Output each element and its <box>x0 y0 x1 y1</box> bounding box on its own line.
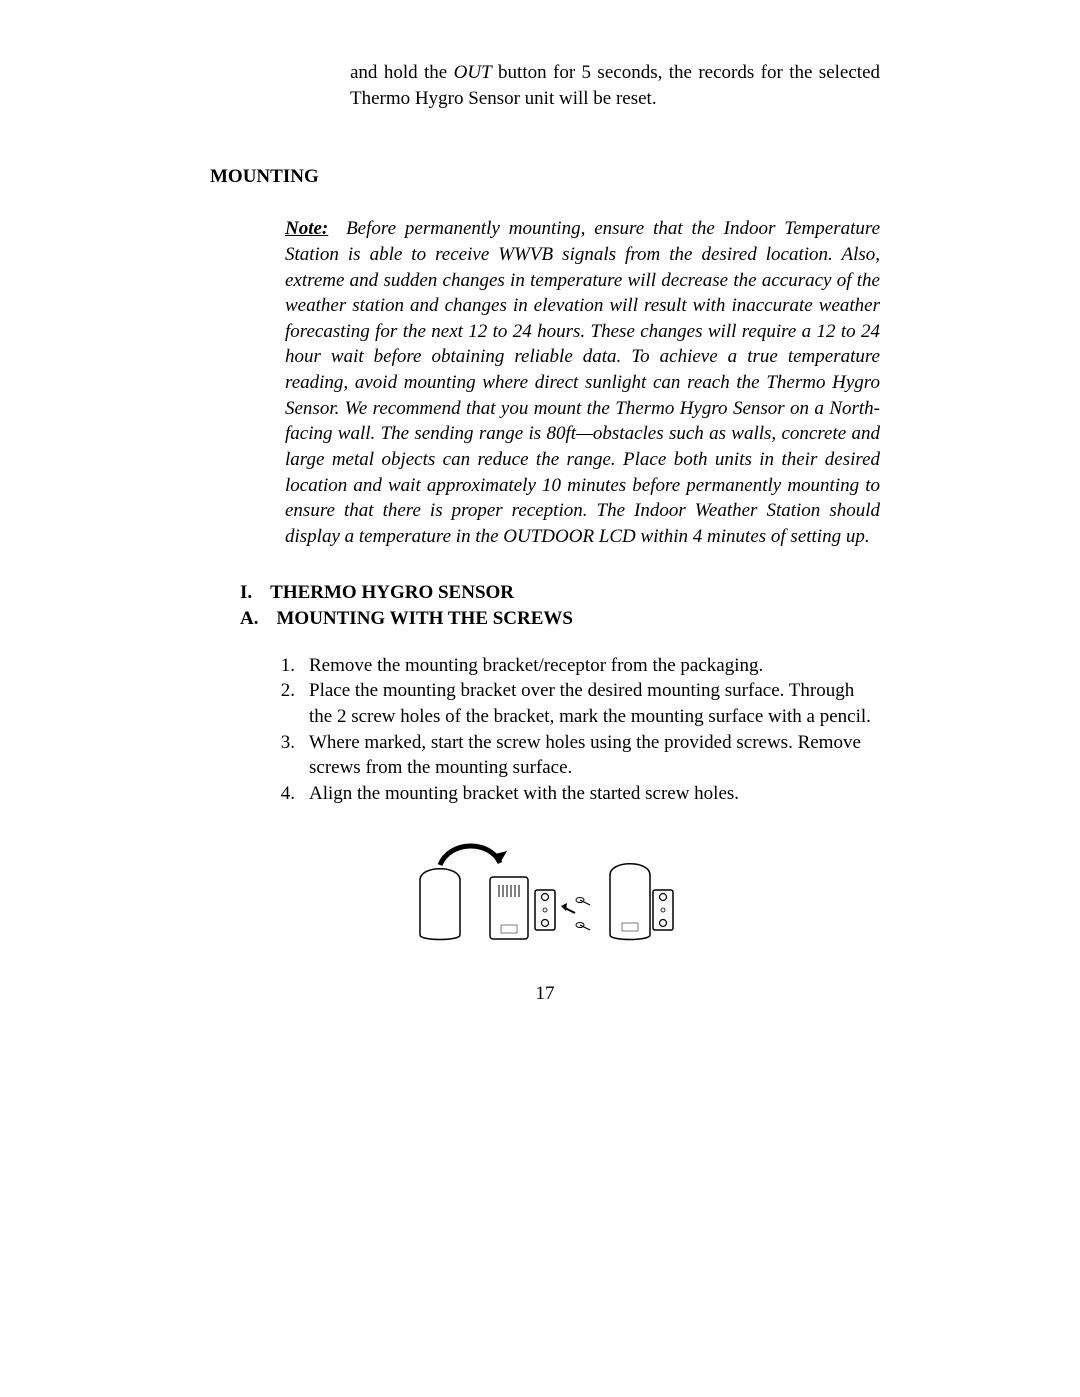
step-number: 4. <box>275 781 295 807</box>
list-item: 3. Where marked, start the screw holes u… <box>275 730 880 781</box>
step-text: Remove the mounting bracket/receptor fro… <box>309 653 880 679</box>
out-button-label: OUT <box>454 62 492 83</box>
note-body: Before permanently mounting, ensure that… <box>285 218 880 547</box>
mounting-heading: MOUNTING <box>210 166 880 188</box>
step-text: Align the mounting bracket with the star… <box>309 781 880 807</box>
step-text: Place the mounting bracket over the desi… <box>309 678 880 729</box>
list-item: 1. Remove the mounting bracket/receptor … <box>275 653 880 679</box>
mounting-diagram-svg <box>395 835 695 965</box>
roman-marker: I. <box>240 580 252 607</box>
step-number: 2. <box>275 678 295 729</box>
letter-text: MOUNTING WITH THE SCREWS <box>276 606 573 633</box>
list-item: 2. Place the mounting bracket over the d… <box>275 678 880 729</box>
letter-marker: A. <box>240 606 258 633</box>
steps-list: 1. Remove the mounting bracket/receptor … <box>275 653 880 807</box>
step-text: Where marked, start the screw holes usin… <box>309 730 880 781</box>
note-label: Note: <box>285 218 328 239</box>
step-number: 3. <box>275 730 295 781</box>
list-item: 4. Align the mounting bracket with the s… <box>275 781 880 807</box>
roman-text: THERMO HYGRO SENSOR <box>270 580 514 607</box>
note-block: Note: Before permanently mounting, ensur… <box>285 216 880 549</box>
page-number: 17 <box>210 983 880 1005</box>
carryover-pre: and hold the <box>350 62 454 83</box>
step-number: 1. <box>275 653 295 679</box>
mounting-diagram <box>210 835 880 965</box>
sub-headings: I. THERMO HYGRO SENSOR A. MOUNTING WITH … <box>240 580 880 633</box>
page: and hold the OUT button for 5 seconds, t… <box>0 0 1080 1397</box>
carryover-paragraph: and hold the OUT button for 5 seconds, t… <box>350 60 880 111</box>
